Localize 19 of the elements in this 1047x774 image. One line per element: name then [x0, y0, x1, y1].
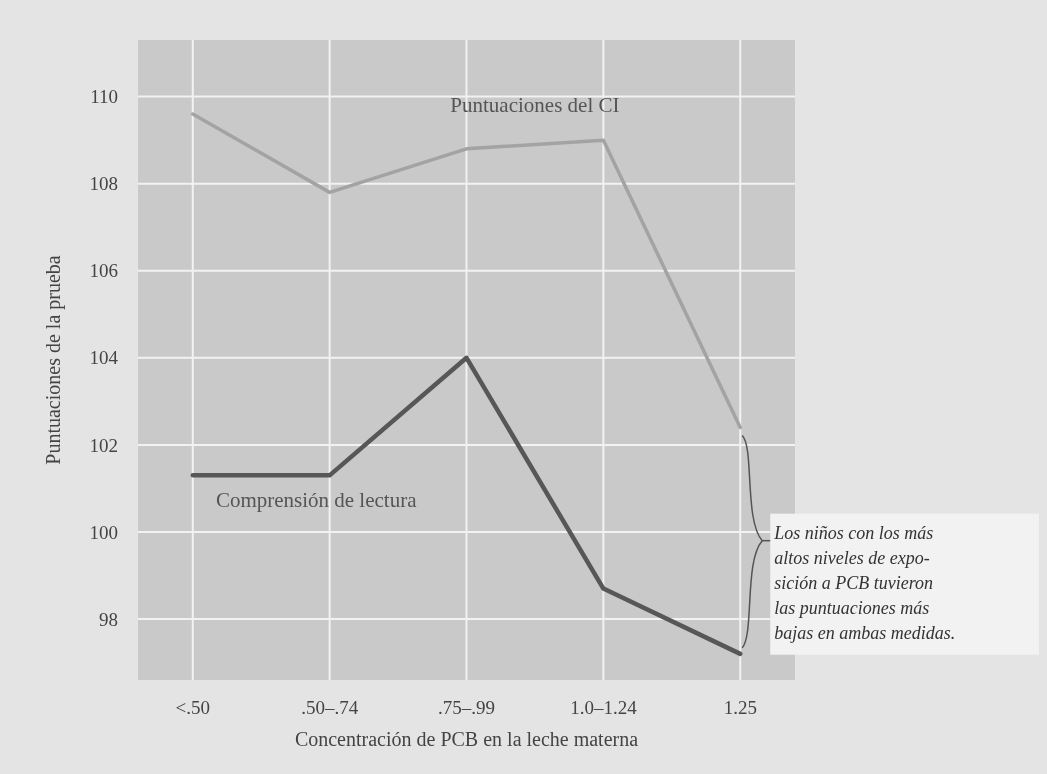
y-tick-label: 104 — [89, 347, 119, 369]
y-tick-label: 108 — [89, 173, 118, 195]
x-tick-label: .50–.74 — [301, 697, 359, 718]
x-tick-label: 1.25 — [723, 697, 757, 718]
y-tick-label: 102 — [89, 434, 118, 456]
y-axis-title: Puntuaciones de la prueba — [42, 255, 65, 465]
annotation: Los niños con los más altos niveles de expo- sición a PCB tuvieron las puntuaciones más bajas en ambas medidas. — [773, 522, 956, 643]
y-tick-label: 106 — [89, 260, 118, 282]
y-tick-label: 98 — [99, 608, 118, 630]
x-tick-label: .75–.99 — [438, 697, 495, 718]
y-tick-label: 100 — [89, 521, 118, 543]
x-tick-label: 1.0–1.24 — [570, 697, 638, 718]
y-tick-label: 110 — [90, 86, 118, 108]
x-axis-title: Concentración de PCB en la leche materna — [294, 728, 639, 750]
series-label: Comprensión de lectura — [215, 488, 418, 513]
line-series — [191, 112, 742, 430]
line-series — [190, 355, 743, 657]
series-label: Puntuaciones del CI — [450, 93, 620, 118]
x-tick-label: <.50 — [175, 697, 210, 718]
